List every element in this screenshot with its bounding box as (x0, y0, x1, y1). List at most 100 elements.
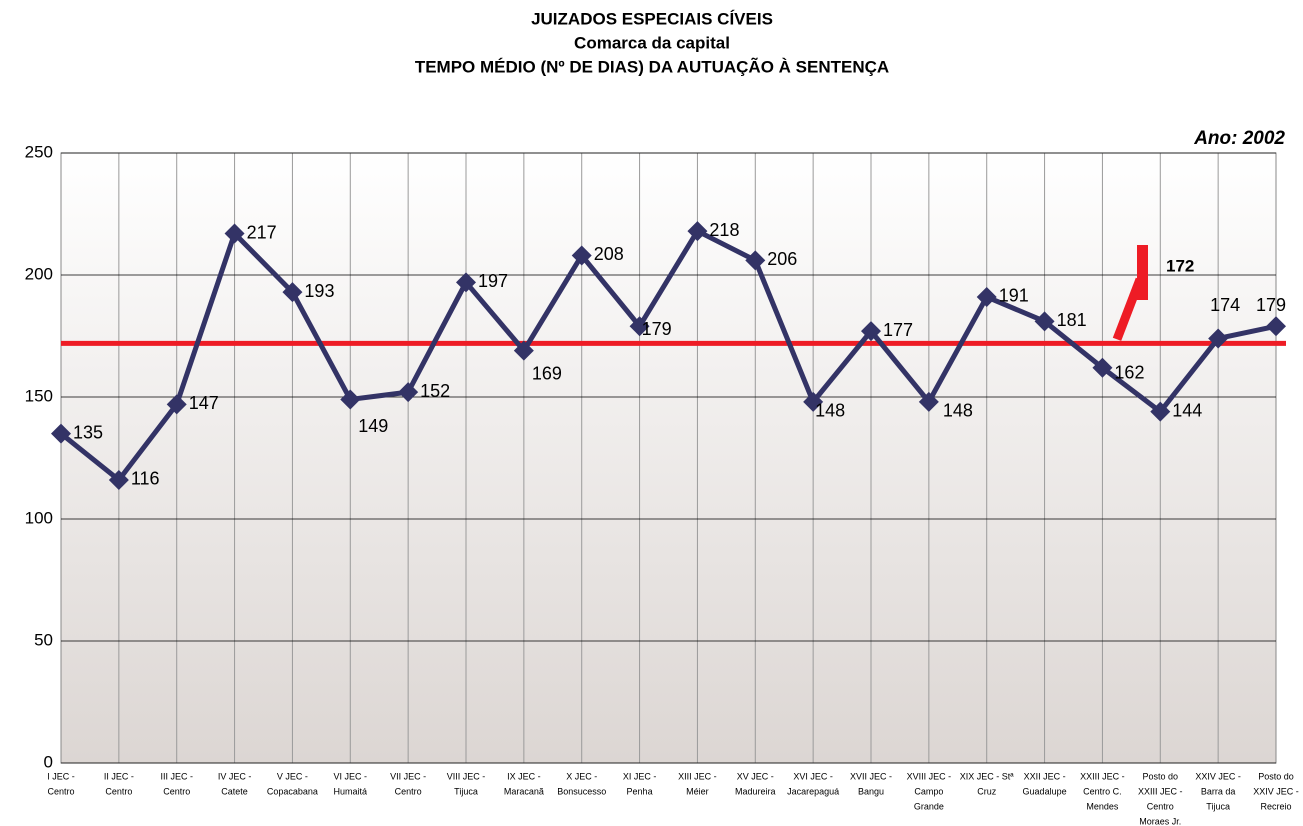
x-tick-label: Centro C. (1083, 786, 1122, 796)
data-label: 169 (532, 363, 562, 383)
x-tick-label: Humaitá (334, 786, 368, 796)
x-tick-label: Jacarepaguá (787, 786, 839, 796)
data-point (745, 250, 766, 271)
annotation: Ano: 2002 (1193, 128, 1285, 149)
data-label: 149 (358, 416, 388, 436)
data-label: 197 (478, 271, 508, 291)
x-tick-label: Centro (105, 786, 132, 796)
data-label: 135 (73, 422, 103, 442)
data-label: 148 (943, 401, 973, 421)
x-tick-label: XIX JEC - Stª (960, 771, 1015, 781)
x-tick-label: XXII JEC - (1024, 771, 1066, 781)
data-point (398, 382, 419, 403)
data-label: 147 (189, 393, 219, 413)
data-label: 217 (247, 222, 277, 242)
data-label: 179 (642, 319, 672, 339)
data-point (629, 316, 650, 337)
x-tick-label: XXIV JEC - (1195, 771, 1241, 781)
x-tick-label: VI JEC - (334, 771, 368, 781)
data-point (918, 391, 939, 412)
y-tick-label: 200 (25, 264, 53, 283)
x-tick-label: Guadalupe (1023, 786, 1067, 796)
x-tick-label: XVIII JEC - (907, 771, 952, 781)
data-point (513, 340, 534, 361)
x-tick-label: Centro (163, 786, 190, 796)
chart-title: JUIZADOS ESPECIAIS CÍVEIS (531, 9, 773, 28)
x-tick-label: Recreio (1260, 801, 1291, 811)
data-point (803, 391, 824, 412)
data-point (51, 423, 71, 444)
x-tick-label: Penha (627, 786, 653, 796)
data-label: 193 (304, 281, 334, 301)
x-tick-label: V JEC - (277, 771, 308, 781)
reference-pointer (1137, 245, 1148, 300)
data-label: 208 (594, 244, 624, 264)
x-tick-label: XXIII JEC - (1080, 771, 1125, 781)
data-point (1034, 311, 1055, 332)
x-tick-label: Bangu (858, 786, 884, 796)
x-tick-label: Tijuca (454, 786, 478, 796)
x-tick-label: Centro (395, 786, 422, 796)
x-tick-label: XVI JEC - (793, 771, 833, 781)
data-point (976, 286, 997, 307)
x-tick-label: Centro (47, 786, 74, 796)
y-tick-label: 0 (44, 752, 53, 771)
reference-label: 172 (1166, 256, 1194, 275)
chart-subtitle: Comarca da capital (574, 33, 730, 52)
plot-area (60, 152, 1277, 764)
x-tick-label: I JEC - (47, 771, 75, 781)
data-point (282, 282, 303, 303)
data-point (166, 394, 187, 415)
x-tick-label: Catete (221, 786, 248, 796)
y-tick-label: 150 (25, 386, 53, 405)
data-point (1266, 316, 1286, 337)
x-tick-label: Maracanã (504, 786, 544, 796)
data-label: 116 (131, 469, 160, 489)
x-tick-label: Posto do (1258, 771, 1294, 781)
data-label: 206 (767, 249, 797, 269)
x-tick-label: Madureira (735, 786, 776, 796)
series-line (59, 228, 1277, 483)
chart-subtitle: TEMPO MÉDIO (Nº DE DIAS) DA AUTUAÇÃO À S… (415, 56, 889, 76)
data-label: 191 (999, 286, 1029, 306)
x-tick-label: Moraes Jr. (1139, 816, 1181, 826)
data-point (1150, 401, 1171, 422)
data-label: 148 (815, 401, 845, 421)
x-tick-label: Grande (914, 801, 944, 811)
x-tick-label: Méier (686, 786, 709, 796)
data-point (861, 321, 881, 342)
x-tick-label: Bonsucesso (557, 786, 606, 796)
data-label: 162 (1114, 362, 1144, 382)
x-tick-label: Campo (914, 786, 943, 796)
data-point (456, 272, 476, 293)
x-tick-label: Posto do (1143, 771, 1179, 781)
data-point (1092, 357, 1113, 378)
x-tick-label: II JEC - (104, 771, 134, 781)
y-tick-label: 100 (25, 508, 53, 527)
data-point (687, 221, 708, 242)
y-tick-label: 50 (34, 630, 53, 649)
x-tick-label: Tijuca (1206, 801, 1230, 811)
x-tick-label: Copacabana (267, 786, 318, 796)
data-label: 179 (1256, 295, 1286, 315)
x-tick-label: Mendes (1086, 801, 1119, 811)
data-label: 174 (1210, 295, 1240, 315)
reference-pointer (1112, 277, 1145, 341)
data-label: 181 (1057, 310, 1087, 330)
data-point (340, 389, 361, 410)
data-point (108, 469, 129, 490)
x-tick-label: IV JEC - (218, 771, 252, 781)
x-tick-label: VII JEC - (390, 771, 426, 781)
data-point (224, 223, 245, 244)
x-tick-label: Cruz (977, 786, 997, 796)
x-tick-label: Barra da (1201, 786, 1236, 796)
x-tick-label: XXIII JEC - (1138, 786, 1183, 796)
y-tick-label: 250 (25, 142, 53, 161)
x-tick-label: VIII JEC - (447, 771, 486, 781)
data-point (571, 245, 592, 266)
data-label: 177 (883, 320, 913, 340)
x-tick-label: XIII JEC - (678, 771, 717, 781)
x-tick-label: XXIV JEC - (1253, 786, 1299, 796)
data-point (1208, 328, 1229, 349)
